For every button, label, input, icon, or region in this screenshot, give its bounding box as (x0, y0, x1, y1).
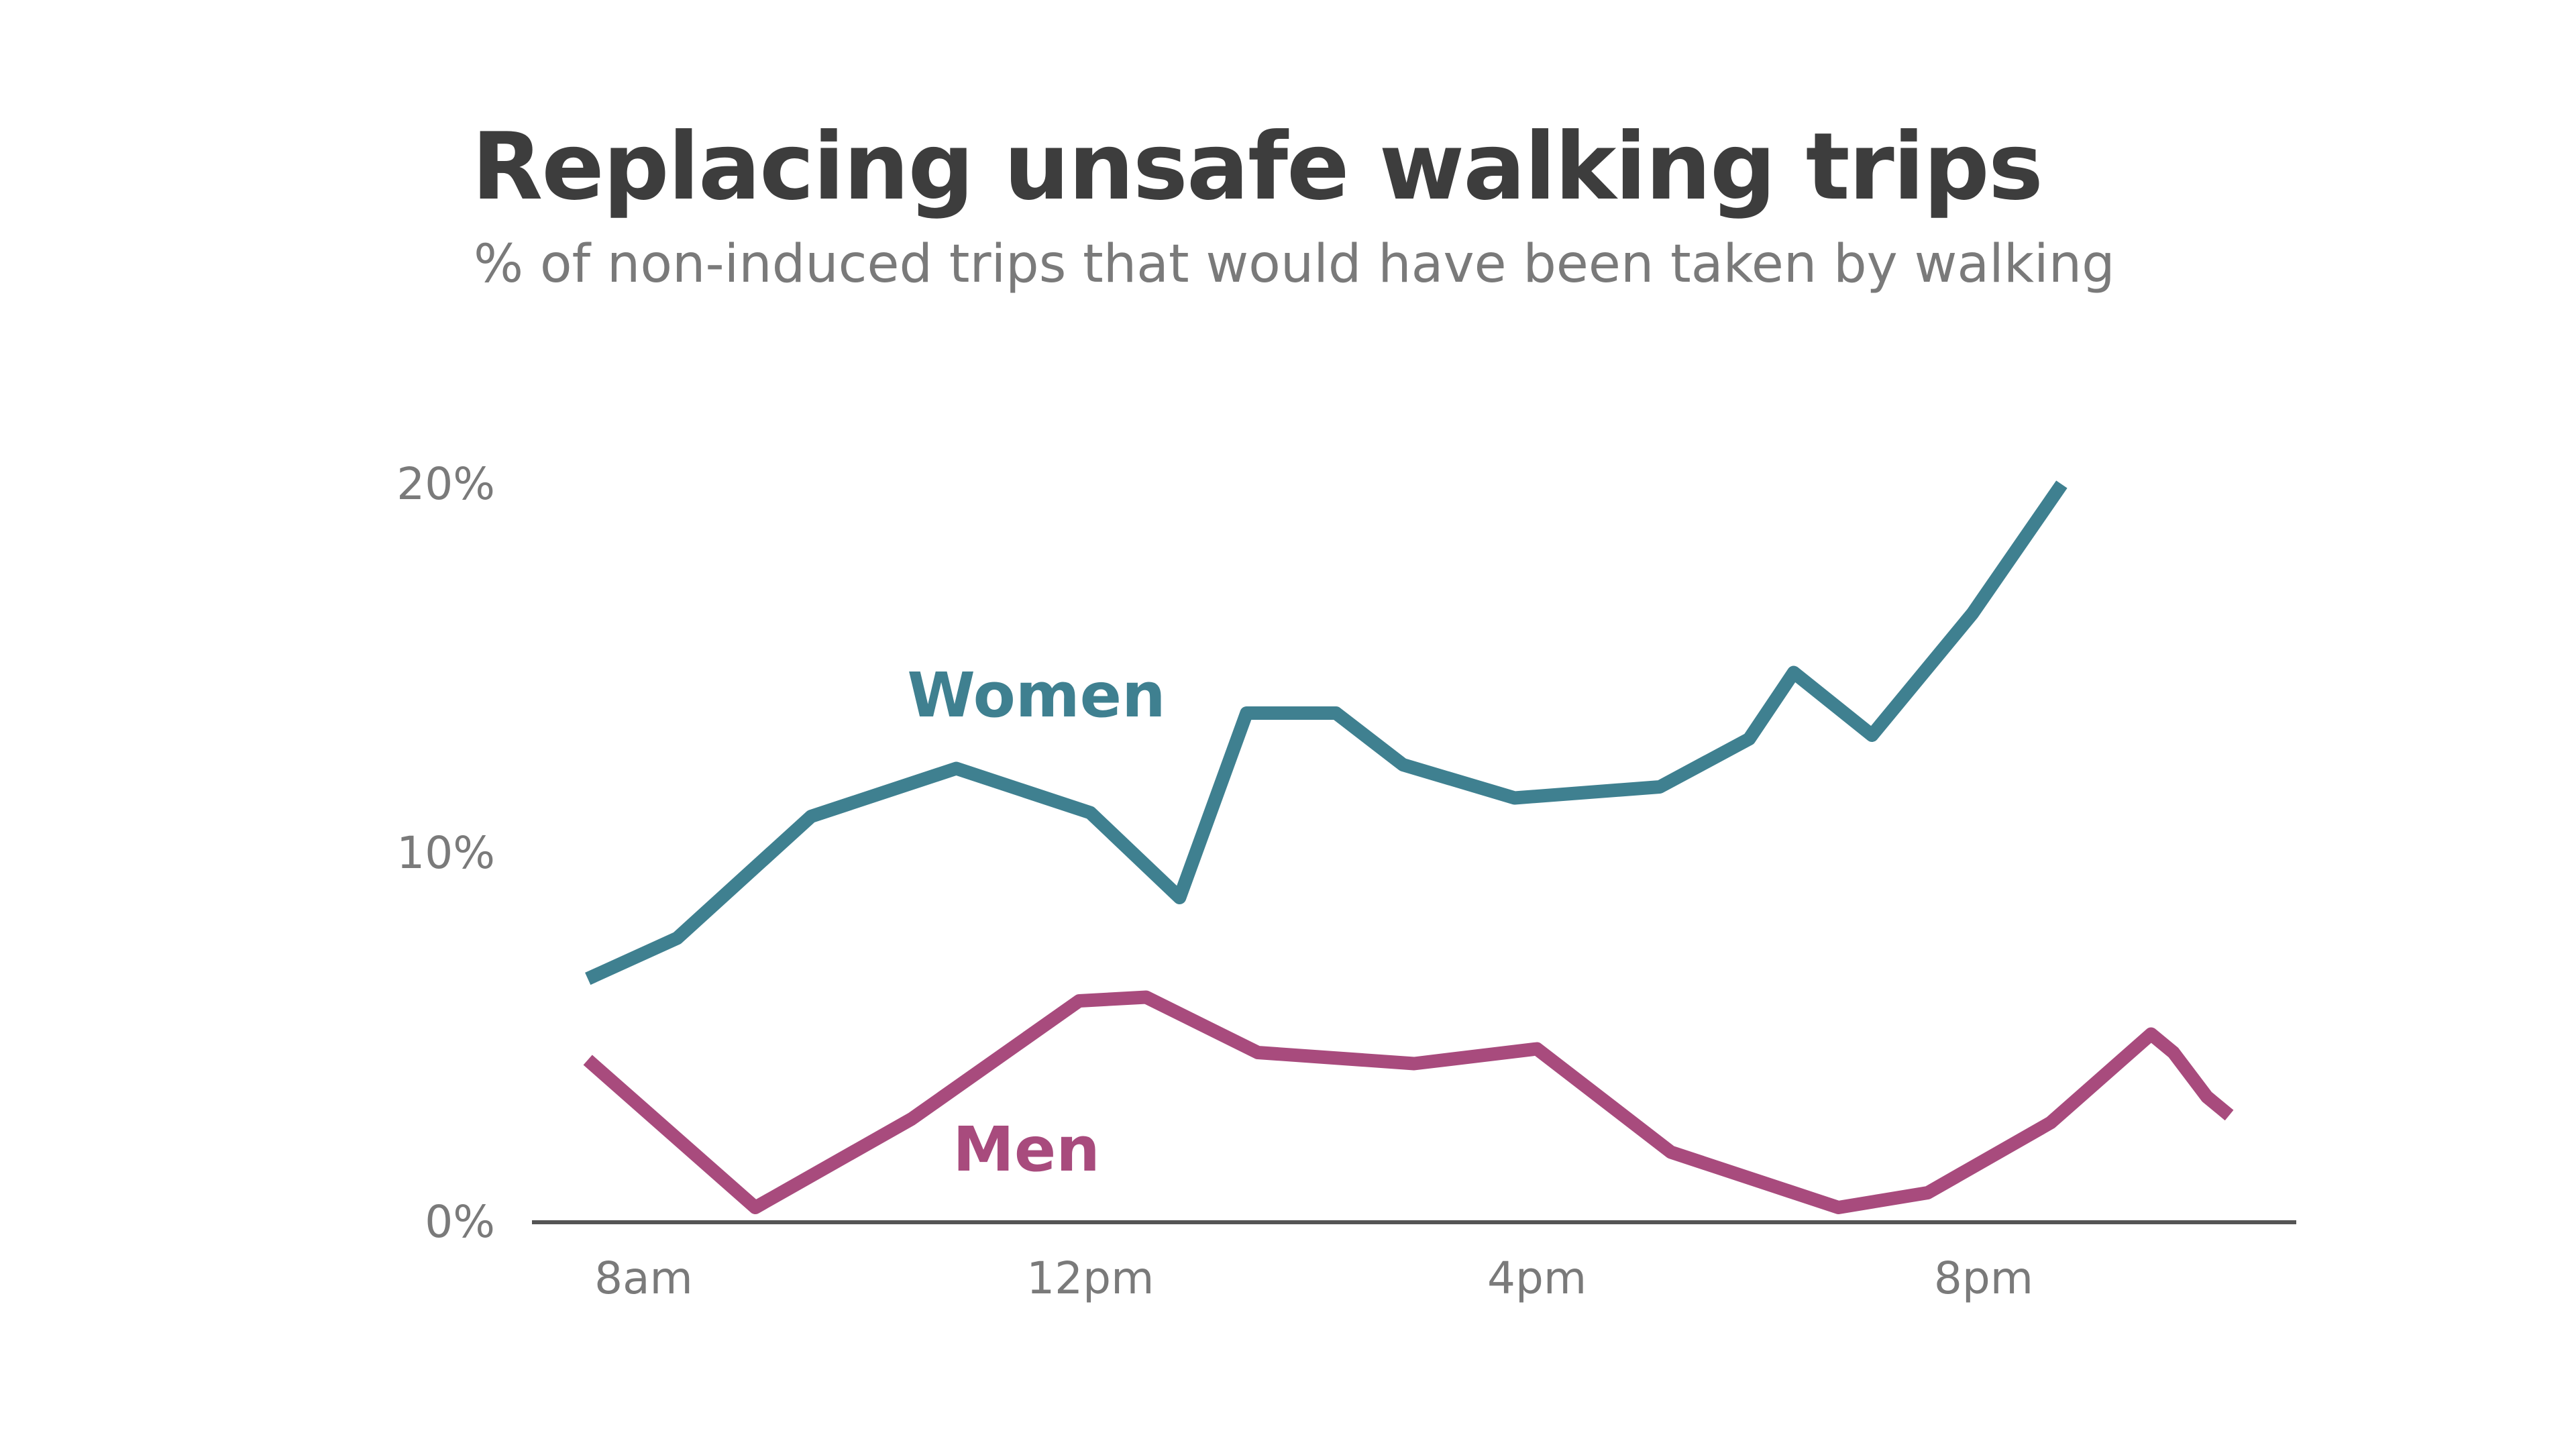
x-tick-label: 4pm (1487, 1252, 1587, 1304)
x-tick-label: 8am (594, 1252, 693, 1304)
series-line-men (583, 990, 2234, 1214)
y-tick-label: 20% (396, 458, 495, 510)
chart-title: Replacing unsafe walking trips (472, 113, 2043, 221)
y-tick-label: 0% (425, 1196, 495, 1248)
series-label-men: Men (953, 1114, 1099, 1185)
y-axis-ticks: 0% 10% 20% (396, 458, 495, 1248)
series-label-women: Women (907, 659, 1165, 731)
x-tick-label: 12pm (1026, 1252, 1154, 1304)
chart-subtitle: % of non-induced trips that would have b… (474, 234, 2115, 294)
y-tick-label: 10% (396, 827, 495, 879)
x-axis-ticks: 8am 12pm 4pm 8pm (594, 1252, 2033, 1304)
series-line-women (585, 480, 2068, 985)
x-tick-label: 8pm (1934, 1252, 2033, 1304)
series-lines (583, 480, 2234, 1214)
